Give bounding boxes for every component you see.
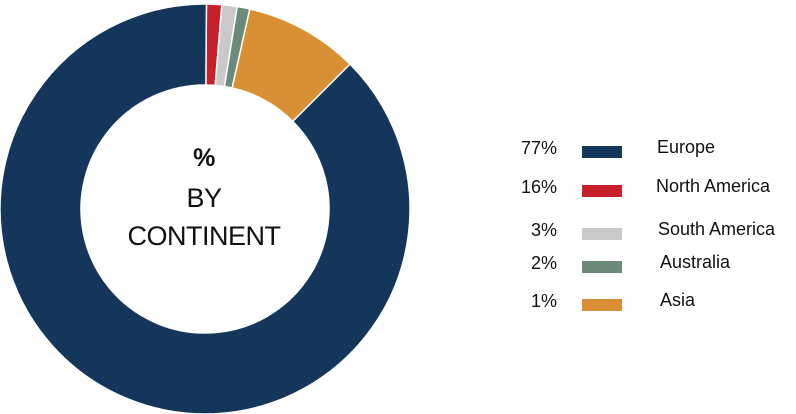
legend-value-asia: 1% — [530, 291, 557, 311]
legend-label-asia: Asia — [660, 290, 696, 310]
legend-swatch-asia — [582, 299, 622, 311]
legend-swatch-australia — [582, 261, 622, 273]
center-title-line-1: % — [193, 144, 215, 172]
center-title-line-2: BY — [186, 183, 222, 213]
slice-europe — [0, 3, 411, 414]
center-title-line-3: CONTINENT — [127, 221, 282, 251]
legend-value-europe: 77% — [520, 138, 557, 158]
legend-label-south-america: South America — [658, 219, 776, 239]
legend-swatch-south-america — [582, 228, 622, 240]
donut-chart — [0, 3, 411, 414]
legend-label-australia: Australia — [660, 252, 731, 272]
legend-label-north-america: North America — [656, 176, 771, 196]
legend-label-europe: Europe — [657, 137, 716, 157]
legend-value-south-america: 3% — [530, 220, 557, 240]
legend-swatch-europe — [582, 146, 622, 158]
legend-value-north-america: 16% — [520, 177, 557, 197]
legend-value-australia: 2% — [530, 253, 557, 273]
legend-swatch-north-america — [582, 185, 622, 197]
